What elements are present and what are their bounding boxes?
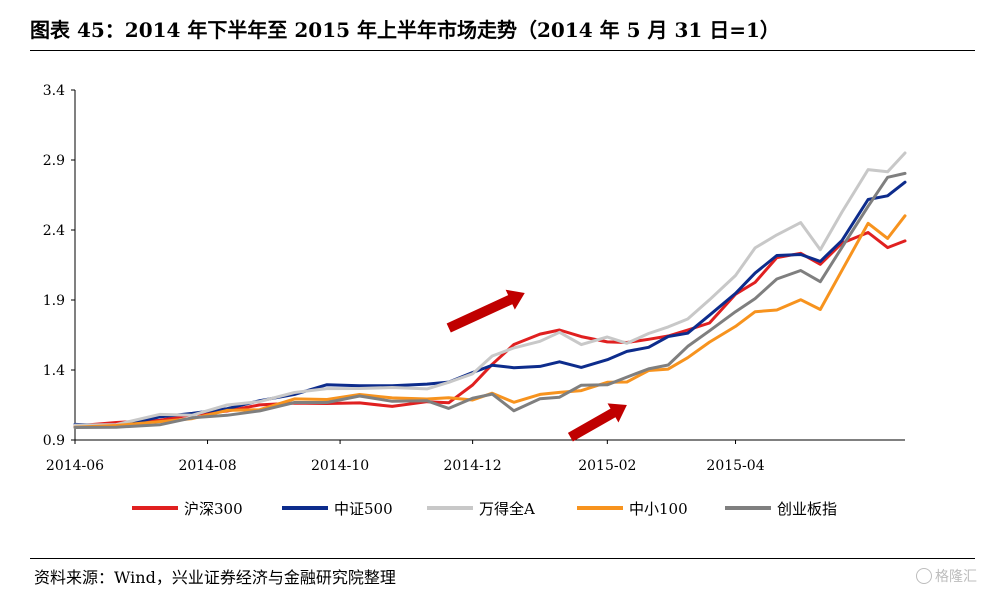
arrow-shape xyxy=(567,403,627,442)
annotation-arrow-2 xyxy=(567,403,627,442)
y-tick-label: 0.9 xyxy=(43,433,65,449)
y-tick-label: 2.4 xyxy=(43,223,65,239)
arrow-shape xyxy=(446,289,525,333)
axes: 0.9 1.4 1.9 2.4 2.9 3.4 2014-06 2014-08 2014-10 2… xyxy=(43,83,905,474)
legend: 沪深300 中证500 万得全A 中小100 创业板指 xyxy=(132,500,837,518)
x-tick-label: 2015-04 xyxy=(706,458,764,474)
series-line-5 xyxy=(73,171,907,429)
series-line-1 xyxy=(73,231,907,428)
legend-label-5: 创业板指 xyxy=(777,500,837,518)
annotation-arrows xyxy=(446,289,627,442)
watermark-logo-icon xyxy=(916,568,932,584)
x-tick-label: 2014-12 xyxy=(444,458,502,474)
series-line-4 xyxy=(73,214,907,429)
series-layer xyxy=(73,151,907,429)
legend-label-4: 中小100 xyxy=(629,500,688,518)
y-tick-label: 1.9 xyxy=(43,293,65,309)
y-tick-label: 1.4 xyxy=(43,363,65,379)
x-tick-label: 2014-06 xyxy=(46,458,104,474)
annotation-arrow-1 xyxy=(446,289,525,333)
source-note: 资料来源：Wind，兴业证券经济与金融研究院整理 xyxy=(34,568,396,587)
x-tick-label: 2014-08 xyxy=(178,458,236,474)
y-tick-label: 2.9 xyxy=(43,153,65,169)
legend-label-3: 万得全A xyxy=(479,500,535,518)
watermark-text: 格隆汇 xyxy=(935,569,977,585)
series-line-3 xyxy=(73,151,907,427)
legend-label-2: 中证500 xyxy=(334,500,393,518)
watermark: 格隆汇 xyxy=(916,566,977,586)
source-divider xyxy=(30,558,975,559)
y-tick-label: 3.4 xyxy=(43,83,65,99)
chart-title: 图表 45：2014 年下半年至 2015 年上半年市场走势（2014 年 5 … xyxy=(30,18,780,42)
x-tick-label: 2014-10 xyxy=(311,458,369,474)
legend-label-1: 沪深300 xyxy=(184,500,243,518)
title-divider xyxy=(30,50,975,51)
x-tick-label: 2015-02 xyxy=(578,458,636,474)
